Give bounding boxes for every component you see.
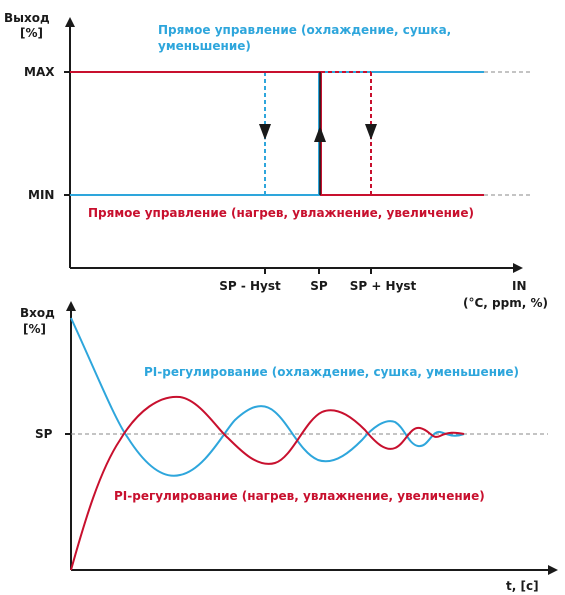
x-tick-label-sp-minus-hyst: SP - Hyst [219,279,281,293]
top-y-label-2: [%] [20,26,43,40]
max-label: MAX [24,65,55,79]
top-x-label-2: (°C, ppm, %) [463,296,548,310]
arrow-up-sp [314,126,326,142]
x-tick-label-sp-plus-hyst: SP + Hyst [350,279,417,293]
arrow-down-hyst-plus [365,124,377,140]
bottom-diagram: Вход [%] SP PI-регулирование (охлаждение… [20,301,558,593]
bottom-x-label: t, [c] [506,579,539,593]
blue-pi-caption: PI-регулирование (охлаждение, сушка, уме… [144,365,519,379]
sp-label: SP [35,427,53,441]
bottom-y-label-1: Вход [20,306,55,320]
red-curve [70,71,484,196]
min-label: MIN [28,188,54,202]
top-diagram: Выход [%] MAX MIN Прямое управление (охл… [4,11,548,310]
arrow-down-hyst-minus [259,124,271,140]
blue-curve-low [70,71,484,196]
red-pi-curve [70,395,465,571]
blue-caption-2: уменьшение) [158,39,251,53]
bottom-y-label-2: [%] [23,322,46,336]
blue-pi-curve [70,317,465,477]
x-tick-label-sp: SP [310,279,328,293]
red-caption: Прямое управление (нагрев, увлажнение, у… [88,206,474,220]
red-pi-caption: PI-регулирование (нагрев, увлажнение, ув… [114,489,485,503]
top-x-label-1: IN [512,279,527,293]
blue-caption-1: Прямое управление (охлаждение, сушка, [158,23,451,37]
top-y-label-1: Выход [4,11,50,25]
